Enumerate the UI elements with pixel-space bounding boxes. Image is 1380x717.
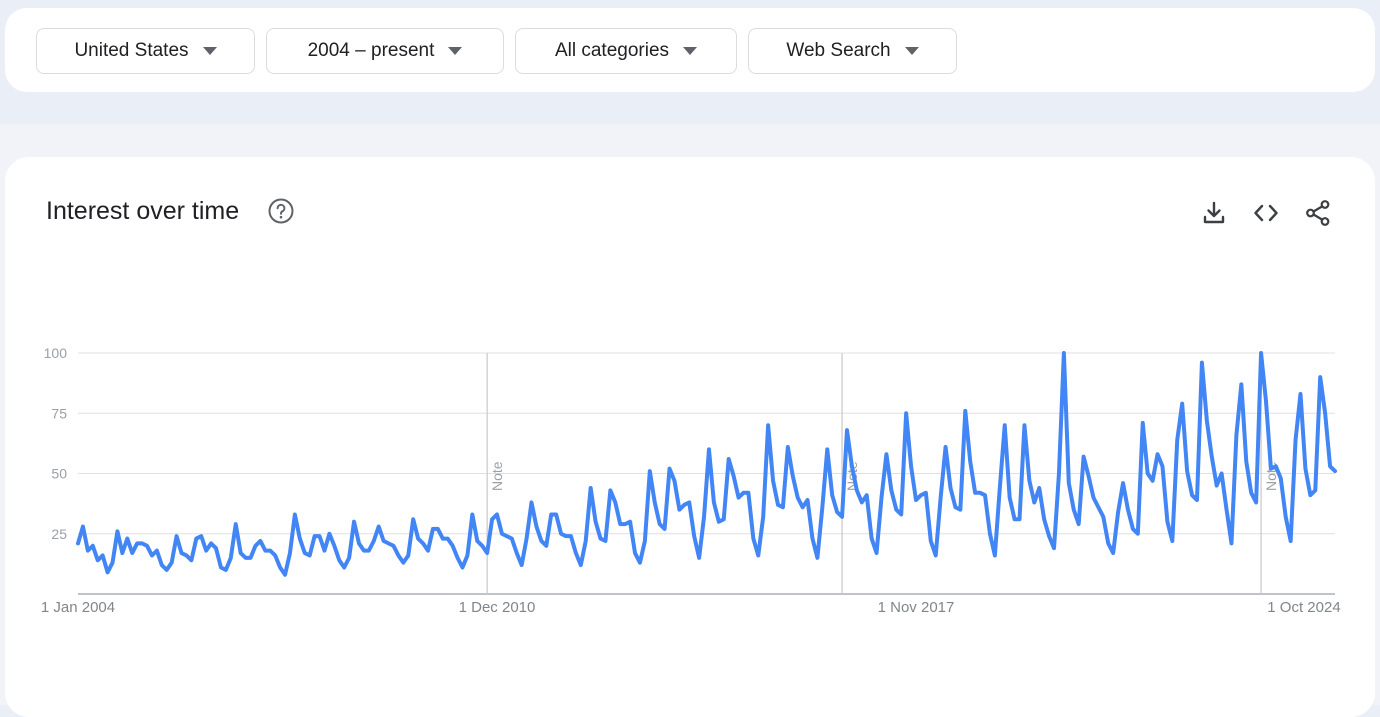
time-range-filter[interactable]: 2004 – present xyxy=(266,28,504,74)
y-tick-label: 100 xyxy=(44,345,68,361)
series-line xyxy=(76,351,1337,577)
y-tick-label: 25 xyxy=(51,526,67,542)
y-tick-label: 75 xyxy=(51,405,67,421)
embed-icon[interactable] xyxy=(1252,199,1280,227)
dropdown-caret-icon xyxy=(202,47,217,55)
x-tick-label: 1 Dec 2010 xyxy=(459,599,536,616)
x-tick-label: 1 Nov 2017 xyxy=(878,599,955,616)
interest-over-time-card: Interest over time xyxy=(5,157,1375,717)
share-icon[interactable] xyxy=(1304,199,1332,227)
dropdown-caret-icon xyxy=(904,47,919,55)
search-type-filter[interactable]: Web Search xyxy=(748,28,957,74)
region-filter-label: United States xyxy=(74,40,189,61)
help-icon[interactable] xyxy=(267,197,295,225)
y-tick-label: 50 xyxy=(51,466,67,482)
dropdown-caret-icon xyxy=(448,47,463,55)
x-tick-label: 1 Oct 2024 xyxy=(1267,599,1340,616)
filter-row: United States 2004 – present All categor… xyxy=(36,28,957,74)
time-range-filter-label: 2004 – present xyxy=(307,40,435,61)
dropdown-caret-icon xyxy=(683,47,698,55)
x-tick-label: 1 Jan 2004 xyxy=(41,599,115,616)
category-filter[interactable]: All categories xyxy=(515,28,737,74)
region-filter[interactable]: United States xyxy=(36,28,255,74)
note-label: Note xyxy=(489,461,505,491)
card-title: Interest over time xyxy=(46,197,240,225)
download-icon[interactable] xyxy=(1200,199,1228,227)
category-filter-label: All categories xyxy=(554,40,670,61)
search-type-filter-label: Web Search xyxy=(786,40,891,61)
filter-bar: United States 2004 – present All categor… xyxy=(5,8,1375,92)
